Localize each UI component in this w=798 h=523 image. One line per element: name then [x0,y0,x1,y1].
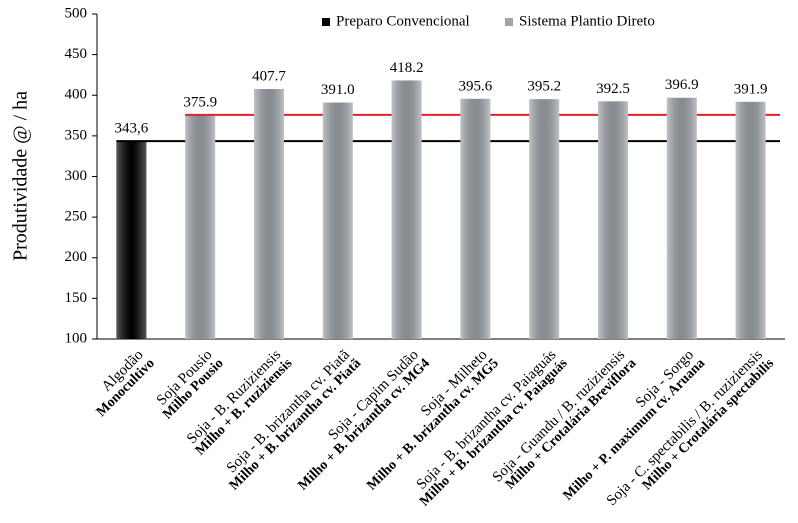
y-axis-label: Produtividade @ / ha [10,91,32,261]
y-tick-label: 350 [65,127,88,143]
bar-texture [529,99,560,340]
bar-texture [391,80,422,340]
y-tick-label: 400 [65,87,88,103]
legend-swatch [505,18,513,26]
legend-label: Sistema Plantio Direto [519,13,655,29]
value-label: 392.5 [596,81,630,97]
legend-swatch [322,18,330,26]
value-label: 343,6 [115,121,149,137]
y-tick-label: 450 [65,46,88,62]
value-label: 395.2 [527,79,561,95]
bar-texture [322,102,353,339]
bar-texture [185,114,216,339]
bar-texture [735,101,766,339]
y-tick-label: 200 [65,249,88,265]
y-tick-label: 250 [65,209,88,225]
y-tick-label: 100 [65,330,88,346]
value-label: 391.0 [321,82,355,98]
value-label: 418.2 [390,60,424,76]
bar-texture [666,97,697,339]
bar-texture [598,101,628,339]
value-label: 375.9 [183,94,217,110]
bar-texture [460,98,491,339]
value-label: 396.9 [665,77,699,93]
bar-texture [116,141,147,339]
value-label: 407.7 [252,68,286,84]
y-tick-label: 150 [65,290,88,306]
y-tick-label: 500 [65,5,88,21]
bar-texture [254,88,284,340]
value-label: 391.9 [734,81,768,97]
legend-label: Preparo Convencional [336,13,470,29]
y-tick-label: 300 [65,168,88,184]
value-label: 395.6 [459,78,493,94]
